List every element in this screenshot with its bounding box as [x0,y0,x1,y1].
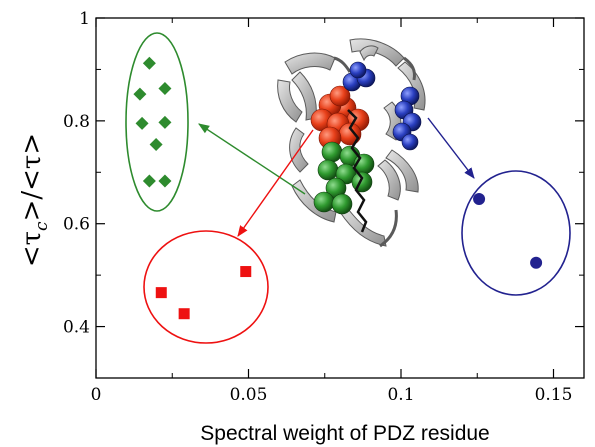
red-arrow [237,129,314,237]
y-axis-title-mid: >/< [17,169,47,221]
green-cluster-ellipse [125,32,189,212]
blue-cluster-ellipse [461,170,571,296]
x-tick-label: 0.15 [535,385,573,405]
y-axis-title-tau2: τ [17,155,47,169]
x-axis-title: Spectral weight of PDZ residue [200,422,489,445]
x-tick-label: 0 [91,385,102,405]
green-diamond-point [142,174,156,188]
y-axis-title-subscript: c [32,221,52,231]
x-tick-label: 0.05 [230,385,268,405]
y-tick-label: 0.6 [63,215,90,235]
y-axis-title-close: > [17,133,47,155]
data-points [133,56,543,320]
protein-structure-image [277,38,426,248]
y-axis-title: <τc>/<τ> [17,133,52,267]
plot-frame [95,17,585,379]
svg-text:<τc>/<τ>: <τc>/<τ> [17,133,52,267]
blue-circle-point [473,193,486,206]
green-diamond-point [158,81,172,95]
green-diamond-point [142,56,156,70]
red-square-point [155,287,167,299]
green-diamond-point [158,174,172,188]
red-cluster-ellipse [143,230,269,344]
green-diamond-point [158,115,172,129]
red-square-point [178,308,190,320]
y-tick-label: 0.4 [63,318,90,338]
green-diamond-point [133,87,147,101]
green-diamond-point [135,116,149,130]
y-axis-title-tau: τ [17,231,47,245]
green-diamond-point [149,138,163,152]
y-tick-label: 1 [79,9,90,29]
axes: 0 0.05 0.1 0.15 0.4 0.6 0.8 1 [63,9,585,405]
blue-circle-point [530,256,543,269]
green-arrow [198,123,306,195]
blue-arrow [427,117,475,179]
y-axis-title-open: < [17,245,47,267]
red-square-point [240,266,252,278]
y-tick-label: 0.8 [63,112,90,132]
x-tick-label: 0.1 [387,385,414,405]
